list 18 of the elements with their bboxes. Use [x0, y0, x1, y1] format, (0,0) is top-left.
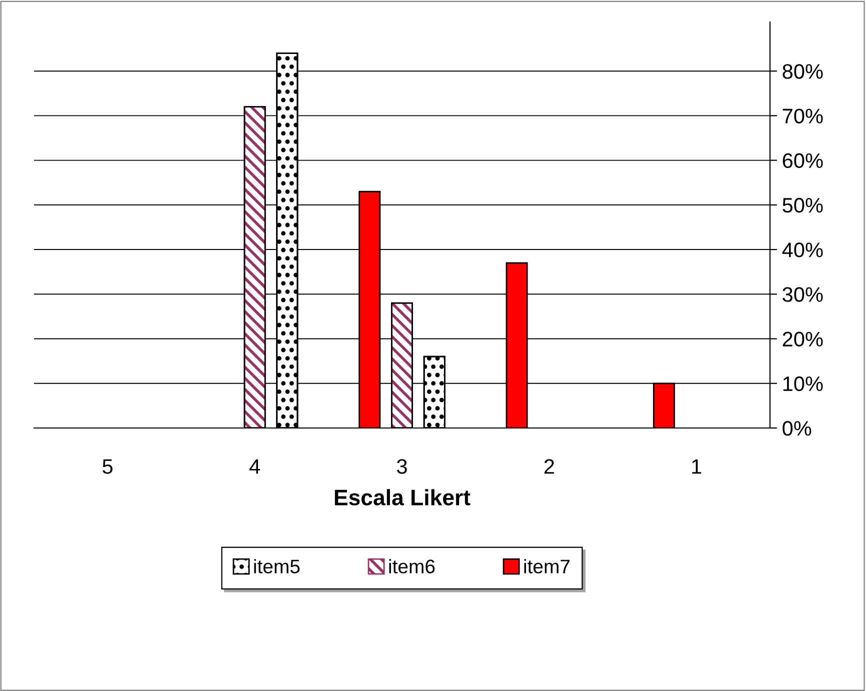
x-tick-label: 4: [249, 459, 260, 474]
y-tick-label: 70%: [782, 108, 823, 124]
y-tick-label: 80%: [782, 64, 823, 79]
y-tick-label: 30%: [782, 287, 823, 302]
y-tick-label: 40%: [782, 242, 823, 258]
y-tick-label: 0%: [782, 421, 812, 436]
x-tick-label: 2: [544, 459, 554, 474]
x-tick-label: 3: [397, 459, 407, 474]
legend-label: item6: [389, 559, 435, 574]
y-tick-label: 50%: [782, 198, 823, 213]
y-tick-label: 60%: [782, 153, 823, 168]
legend-label: item5: [254, 559, 300, 574]
x-tick-label: 1: [692, 459, 702, 474]
y-tick-label: 20%: [782, 332, 823, 347]
legend-label: item7: [524, 559, 570, 574]
x-tick-label: 5: [102, 459, 113, 474]
y-tick-label: 10%: [783, 376, 823, 392]
x-axis-title: Escala Likert: [334, 489, 470, 506]
